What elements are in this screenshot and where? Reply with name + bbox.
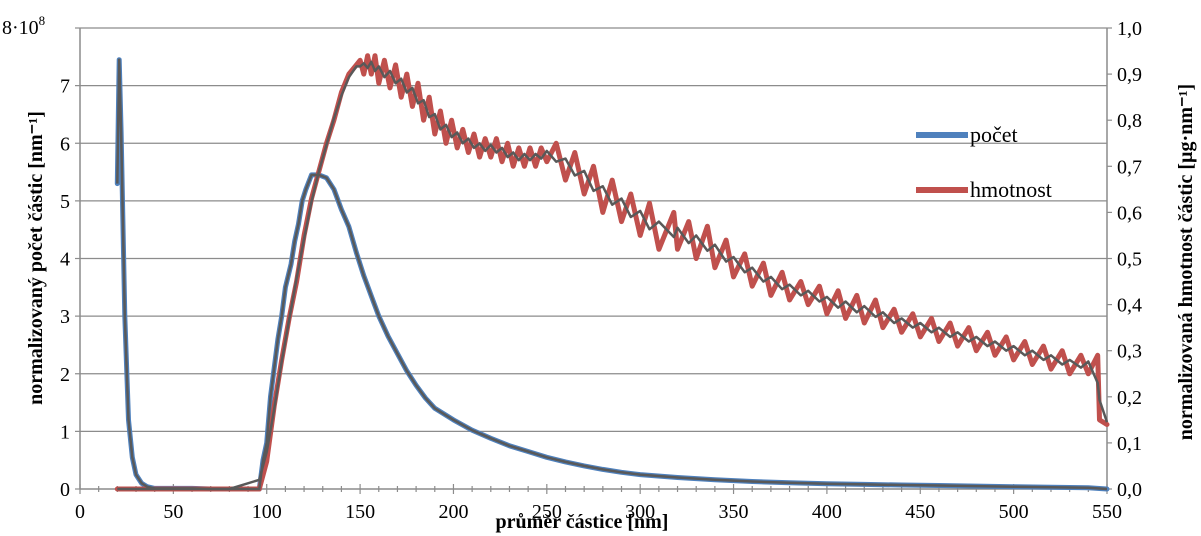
y-right-tick-label: 0,6	[1117, 202, 1142, 224]
axes	[75, 27, 1112, 494]
x-tick-label: 450	[905, 501, 935, 523]
y-right-tick-label: 0,8	[1117, 110, 1142, 132]
y-right-tick-label: 0,0	[1117, 479, 1142, 501]
x-tick-label: 0	[75, 501, 85, 523]
y-left-tick-label: 3	[60, 306, 70, 328]
legend-label-pocet: počet	[970, 122, 1018, 147]
x-tick-label: 100	[252, 501, 282, 523]
x-tick-label: 350	[719, 501, 749, 523]
y-left-axis-title: normalizovaný počet částic [nm⁻¹]	[25, 111, 47, 405]
y-right-tick-label: 0,1	[1117, 433, 1142, 455]
y-right-tick-label: 0,4	[1117, 295, 1142, 317]
y-left-tick-label: 2	[60, 364, 70, 386]
y-right-tick-label: 0,9	[1117, 64, 1142, 86]
y-left-top-label: 8·108	[2, 13, 45, 39]
y-right-axis-title: normalizovaná hmotnost částic [µg·nm⁻¹]	[1175, 84, 1197, 440]
gridlines	[80, 27, 1107, 432]
y-left-tick-label: 6	[60, 133, 70, 155]
x-tick-label: 50	[163, 501, 183, 523]
y-left-tick-label: 5	[60, 191, 70, 213]
y-right-tick-label: 0,3	[1117, 341, 1142, 363]
tick-labels: 0 50 100 150 200 250 300 350 400 450 500 550 0 1 2 3 4 5 6…	[60, 18, 1142, 523]
y-left-top-mantissa: 8·10	[2, 17, 39, 39]
x-tick-label: 150	[345, 501, 375, 523]
y-right-tick-label: 1,0	[1117, 18, 1142, 40]
x-axis-title: průměr částice [nm]	[496, 511, 669, 533]
series-line-1	[114, 53, 1110, 492]
y-left-tick-label: 0	[60, 479, 70, 501]
x-tick-label: 500	[999, 501, 1029, 523]
x-tick-label: 250	[532, 501, 562, 523]
y-right-tick-label: 0,5	[1117, 249, 1142, 271]
x-tick-label: 400	[812, 501, 842, 523]
x-tick-label: 300	[625, 501, 655, 523]
series-layer	[114, 53, 1110, 492]
legend: počet hmotnost	[916, 122, 1052, 202]
y-right-tick-label: 0,2	[1117, 387, 1142, 409]
legend-label-hmotnost: hmotnost	[970, 177, 1052, 202]
y-left-tick-label: 4	[60, 249, 70, 271]
x-tick-label: 200	[438, 501, 468, 523]
y-left-top-exponent: 8	[39, 13, 46, 28]
x-tick-label: 550	[1092, 501, 1122, 523]
trend-line-1	[117, 60, 1109, 491]
y-left-tick-label: 1	[60, 421, 70, 443]
y-left-tick-label: 7	[60, 76, 70, 98]
y-right-tick-label: 0,7	[1117, 156, 1142, 178]
series-line-0	[114, 57, 1110, 492]
